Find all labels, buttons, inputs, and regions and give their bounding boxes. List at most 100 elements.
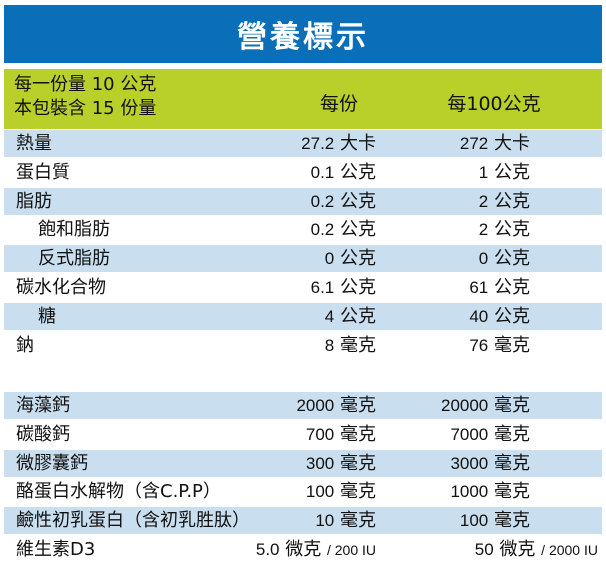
per-100g-unit: 公克 — [494, 305, 530, 327]
column-header-per-serving: 每份 — [319, 93, 358, 115]
per-serving-number: 8 — [324, 335, 335, 355]
per-100g-number: 40 — [469, 306, 489, 326]
per-serving-unit: 毫克 — [340, 452, 376, 474]
per-100g-unit: 公克 — [494, 161, 530, 183]
per-serving-unit: 公克 — [340, 161, 376, 183]
per-serving-value: 5.0 微克 / 200 IU — [256, 536, 376, 564]
nutrient-name: 熱量 — [16, 133, 52, 154]
nutrition-label: 營養標示 每一份量 10 公克 本包裝含 15 份量 每份 每100公克 熱量 2… — [4, 5, 602, 565]
per-serving-number: 100 — [305, 482, 335, 502]
per-100g-number: 7000 — [450, 424, 489, 444]
per-serving-number: 0.2 — [310, 191, 335, 211]
per-100g-number: 1000 — [450, 482, 489, 502]
nutrient-name: 碳水化合物 — [16, 277, 106, 298]
per-serving-unit: 微克 — [285, 539, 322, 560]
per-100g-number: 100 — [459, 511, 489, 531]
per-serving-number: 0 — [324, 249, 335, 269]
per-100g-unit: 公克 — [494, 277, 530, 298]
per-100g-number: 61 — [469, 278, 489, 297]
per-100g-value: 50 微克 / 2000 IU — [475, 536, 598, 564]
per-100g-unit: 毫克 — [494, 423, 530, 445]
per-100g-value: 1000 毫克 — [450, 478, 530, 505]
per-100g-number: 3000 — [450, 453, 489, 473]
per-100g-value: 2 公克 — [479, 216, 530, 243]
per-serving-number: 0.1 — [310, 162, 335, 182]
per-serving-number: 0.2 — [310, 220, 335, 240]
per-serving-unit: 大卡 — [340, 133, 376, 154]
per-100g-number: 2 — [478, 220, 489, 240]
servings-per-package: 本包裝含 15 份量 — [14, 98, 157, 119]
ingredient-name: 酪蛋白水解物（含C.P.P） — [16, 481, 221, 503]
per-100g-value: 272 大卡 — [460, 130, 530, 157]
per-serving-value: 10 毫克 — [315, 507, 376, 534]
per-100g-unit: 公克 — [494, 219, 530, 241]
per-100g-value: 100 毫克 — [460, 507, 530, 534]
per-100g-number: 272 — [459, 134, 489, 153]
per-serving-number: 6.1 — [310, 278, 335, 297]
ingredient-name: 海藻鈣 — [16, 395, 70, 416]
per-serving-value: 8 毫克 — [325, 332, 376, 359]
per-serving-number: 4 — [324, 306, 335, 326]
per-serving-number: 5.0 — [255, 540, 280, 559]
per-serving-value: 27.2 大卡 — [301, 130, 376, 157]
nutrient-row: 蛋白質 0.1 公克 1 公克 — [4, 159, 602, 186]
nutrient-name: 糖 — [38, 305, 56, 327]
per-100g-value: 76 毫克 — [469, 332, 530, 359]
per-100g-value: 7000 毫克 — [450, 421, 530, 448]
per-100g-value: 3000 毫克 — [450, 450, 530, 477]
nutrient-row: 飽和脂肪 0.2 公克 2 公克 — [4, 216, 602, 243]
ingredient-name: 碳酸鈣 — [16, 423, 70, 445]
serving-info: 每一份量 10 公克 本包裝含 15 份量 — [14, 73, 156, 121]
nutrient-name: 反式脂肪 — [38, 248, 110, 270]
per-serving-number: 300 — [305, 453, 335, 473]
per-serving-unit: 毫克 — [340, 423, 376, 445]
nutrient-row: 反式脂肪 0 公克 0 公克 — [4, 245, 602, 273]
per-serving-unit: 毫克 — [340, 334, 376, 356]
per-serving-value: 700 毫克 — [306, 421, 376, 448]
title-bar: 營養標示 — [4, 5, 602, 63]
per-serving-unit: 公克 — [340, 248, 376, 270]
per-serving-unit: 公克 — [340, 277, 376, 298]
column-header-per-100g: 每100公克 — [447, 93, 541, 115]
per-serving-unit: 公克 — [340, 190, 376, 212]
per-serving-iu: / 200 IU — [326, 542, 376, 558]
per-serving-unit: 公克 — [340, 305, 376, 327]
per-100g-value: 2 公克 — [479, 188, 530, 215]
per-100g-value: 1 公克 — [479, 159, 530, 186]
nutrient-row: 熱量 27.2 大卡 272 大卡 — [4, 130, 602, 157]
per-100g-unit: 毫克 — [494, 452, 530, 474]
per-serving-unit: 毫克 — [340, 510, 376, 532]
ingredient-row: 鹼性初乳蛋白（含初乳胜肽） 10 毫克 100 毫克 — [4, 507, 602, 535]
per-serving-unit: 公克 — [340, 219, 376, 241]
ingredient-row: 微膠囊鈣 300 毫克 3000 毫克 — [4, 449, 602, 477]
per-serving-value: 0.2 公克 — [311, 188, 376, 215]
per-serving-number: 700 — [305, 424, 335, 444]
per-serving-value: 4 公克 — [325, 303, 376, 330]
per-serving-value: 300 毫克 — [306, 450, 376, 477]
header-row: 每一份量 10 公克 本包裝含 15 份量 每份 每100公克 — [4, 69, 602, 129]
ingredient-row: 碳酸鈣 700 毫克 7000 毫克 — [4, 421, 602, 448]
per-100g-number: 0 — [478, 249, 489, 269]
per-serving-value: 6.1 公克 — [311, 274, 376, 301]
nutrient-row: 碳水化合物 6.1 公克 61 公克 — [4, 274, 602, 301]
per-100g-unit: 公克 — [494, 190, 530, 212]
serving-size: 每一份量 10 公克 — [14, 74, 157, 95]
per-serving-value: 0.2 公克 — [311, 216, 376, 243]
ingredient-row: 海藻鈣 2000 毫克 20000 毫克 — [4, 392, 602, 419]
per-100g-unit: 毫克 — [494, 510, 530, 532]
per-100g-value: 20000 毫克 — [441, 392, 530, 419]
per-100g-value: 40 公克 — [469, 303, 530, 330]
per-serving-value: 100 毫克 — [306, 478, 376, 505]
per-100g-number: 50 — [474, 540, 494, 559]
per-100g-unit: 大卡 — [494, 133, 530, 154]
ingredient-row: 酪蛋白水解物（含C.P.P） 100 毫克 1000 毫克 — [4, 478, 602, 505]
per-100g-number: 20000 — [440, 396, 489, 415]
ingredient-name: 微膠囊鈣 — [16, 452, 88, 474]
per-serving-value: 0 公克 — [325, 245, 376, 272]
nutrient-name: 飽和脂肪 — [38, 219, 110, 241]
per-100g-unit: 毫克 — [494, 481, 530, 503]
ingredient-name: 維生素D3 — [16, 539, 96, 560]
per-100g-value: 0 公克 — [479, 245, 530, 272]
